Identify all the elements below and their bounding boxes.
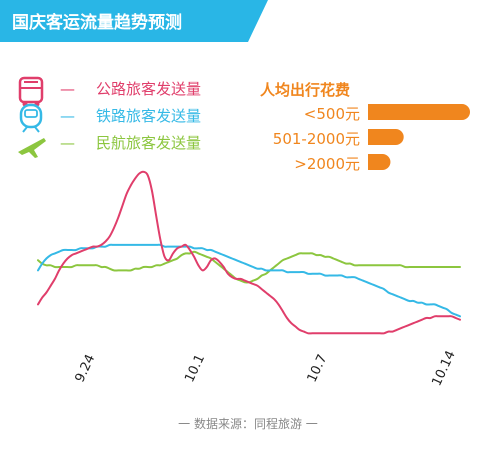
spending-label-high: >2000元: [294, 155, 360, 173]
spending-label-low: <500元: [304, 105, 360, 123]
spending-bar-low: [368, 104, 470, 120]
spending-label-mid: 501-2000元: [273, 130, 360, 148]
spending-panel: 人均出行花费 <500元 501-2000元 >2000元: [260, 81, 470, 173]
legend-dash-road: —: [60, 80, 75, 98]
trend-lines: [37, 170, 461, 335]
title-banner-background: [0, 0, 268, 42]
x-tick-label: 10.7: [305, 352, 331, 385]
x-tick-label: 10.1: [182, 352, 208, 385]
legend-dash-air: —: [60, 134, 75, 152]
x-axis-ticks: 9.24 10.1 10.7 10.14: [73, 348, 459, 388]
spending-bar-high: [368, 154, 391, 170]
train-icon: [19, 103, 43, 133]
title-banner: 国庆客运流量趋势预测: [0, 0, 268, 42]
road-series-line: [37, 170, 461, 335]
x-tick-label: 9.24: [73, 352, 99, 385]
spending-title: 人均出行花费: [260, 81, 350, 99]
legend-dash-rail: —: [60, 107, 75, 125]
rail-series-line: [37, 243, 461, 318]
data-source: 一 数据来源：同程旅游 一: [178, 416, 318, 431]
airplane-icon: [18, 138, 46, 158]
air-series-line: [37, 250, 461, 284]
spending-bars: [368, 104, 470, 170]
x-tick-label: 10.14: [429, 348, 458, 388]
legend-label-road: 公路旅客发送量: [96, 80, 201, 98]
legend-label-air: 民航旅客发送量: [96, 134, 201, 152]
page-title: 国庆客运流量趋势预测: [12, 12, 182, 33]
legend-label-rail: 铁路旅客发送量: [96, 107, 201, 125]
legend: — 公路旅客发送量 — 铁路旅客发送量 — 民航旅客发送量: [18, 76, 201, 158]
bus-icon: [18, 76, 44, 107]
spending-bar-mid: [368, 129, 404, 145]
